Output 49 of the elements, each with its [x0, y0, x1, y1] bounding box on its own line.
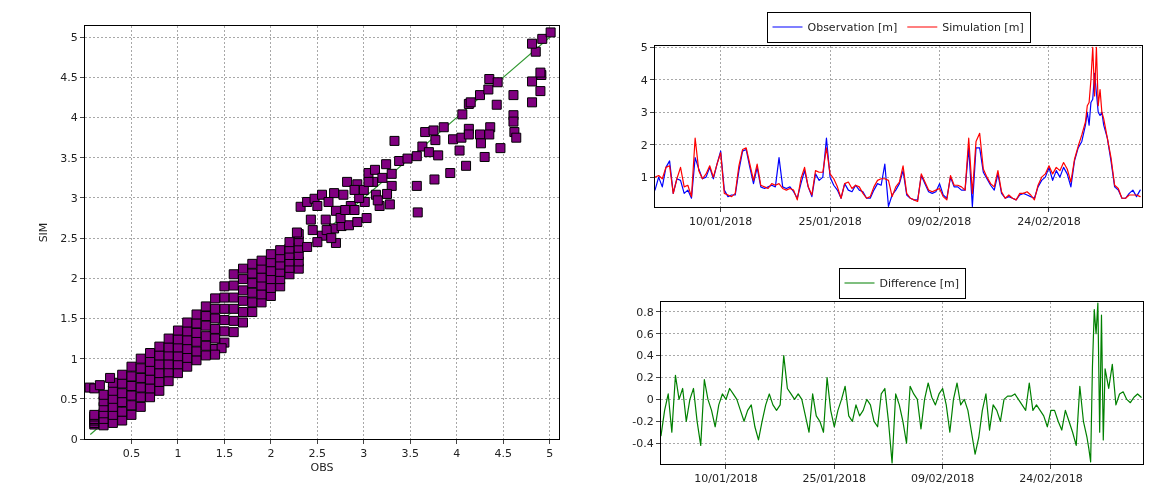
x-tick-label: 4.5: [494, 447, 512, 461]
y-tick-label: 1: [70, 352, 78, 366]
x-tick-label: 5: [546, 447, 554, 461]
line-series: [661, 302, 1142, 464]
y-tick-label: 2.5: [60, 231, 78, 245]
y-tick-label: 2: [70, 272, 78, 286]
y-tick-label: 3.5: [60, 151, 78, 165]
y-axis-title: SIM: [36, 222, 50, 243]
x-tick-label: 1.5: [215, 447, 234, 461]
legend-label: Simulation [m]: [942, 21, 1024, 35]
x-tick-label: 0.5: [122, 447, 141, 461]
y-tick-label: 0.6: [636, 327, 654, 341]
x-tick-label: 25/01/2018: [798, 215, 862, 229]
x-axis-title: OBS: [310, 461, 334, 475]
x-tick-label: 09/02/2018: [907, 215, 972, 229]
y-tick-label: 1.5: [60, 312, 78, 326]
y-tick-label: 3: [70, 191, 78, 205]
y-tick-label: 5: [70, 31, 78, 45]
y-tick-label: -0.2: [632, 415, 654, 429]
x-tick-label: 3: [360, 447, 368, 461]
y-tick-label: 4: [640, 73, 648, 87]
x-tick-label: 2: [267, 447, 275, 461]
y-tick-label: 0.2: [636, 371, 654, 385]
x-tick-label: 4: [453, 447, 461, 461]
line-series: [655, 72, 1141, 207]
y-tick-label: 0.4: [636, 349, 654, 363]
y-tick-label: 0: [646, 393, 654, 407]
y-tick-label: 4: [70, 111, 78, 125]
x-tick-label: 24/02/2018: [1017, 215, 1081, 229]
line-series: [655, 46, 1141, 203]
y-tick-label: 3: [640, 106, 648, 120]
x-tick-label: 10/01/2018: [688, 215, 753, 229]
y-tick-label: 5: [640, 41, 648, 55]
y-tick-label: 0.8: [636, 305, 654, 319]
x-tick-label: 24/02/2018: [1019, 472, 1083, 486]
y-tick-label: 4.5: [60, 71, 78, 85]
x-tick-label: 25/01/2018: [802, 472, 866, 486]
x-tick-label: 3.5: [401, 447, 420, 461]
y-tick-label: 1: [640, 170, 648, 184]
x-tick-label: 10/01/2018: [694, 472, 758, 486]
y-tick-label: 2: [640, 138, 648, 152]
legend-label: Observation [m]: [807, 21, 898, 35]
legend-label: Difference [m]: [879, 277, 960, 291]
x-tick-label: 2.5: [308, 447, 327, 461]
y-tick-label: -0.4: [632, 437, 654, 451]
x-tick-label: 1: [174, 447, 182, 461]
x-tick-label: 09/02/2018: [910, 472, 975, 486]
y-tick-label: 0.5: [60, 392, 78, 406]
y-tick-label: 0: [70, 432, 78, 446]
